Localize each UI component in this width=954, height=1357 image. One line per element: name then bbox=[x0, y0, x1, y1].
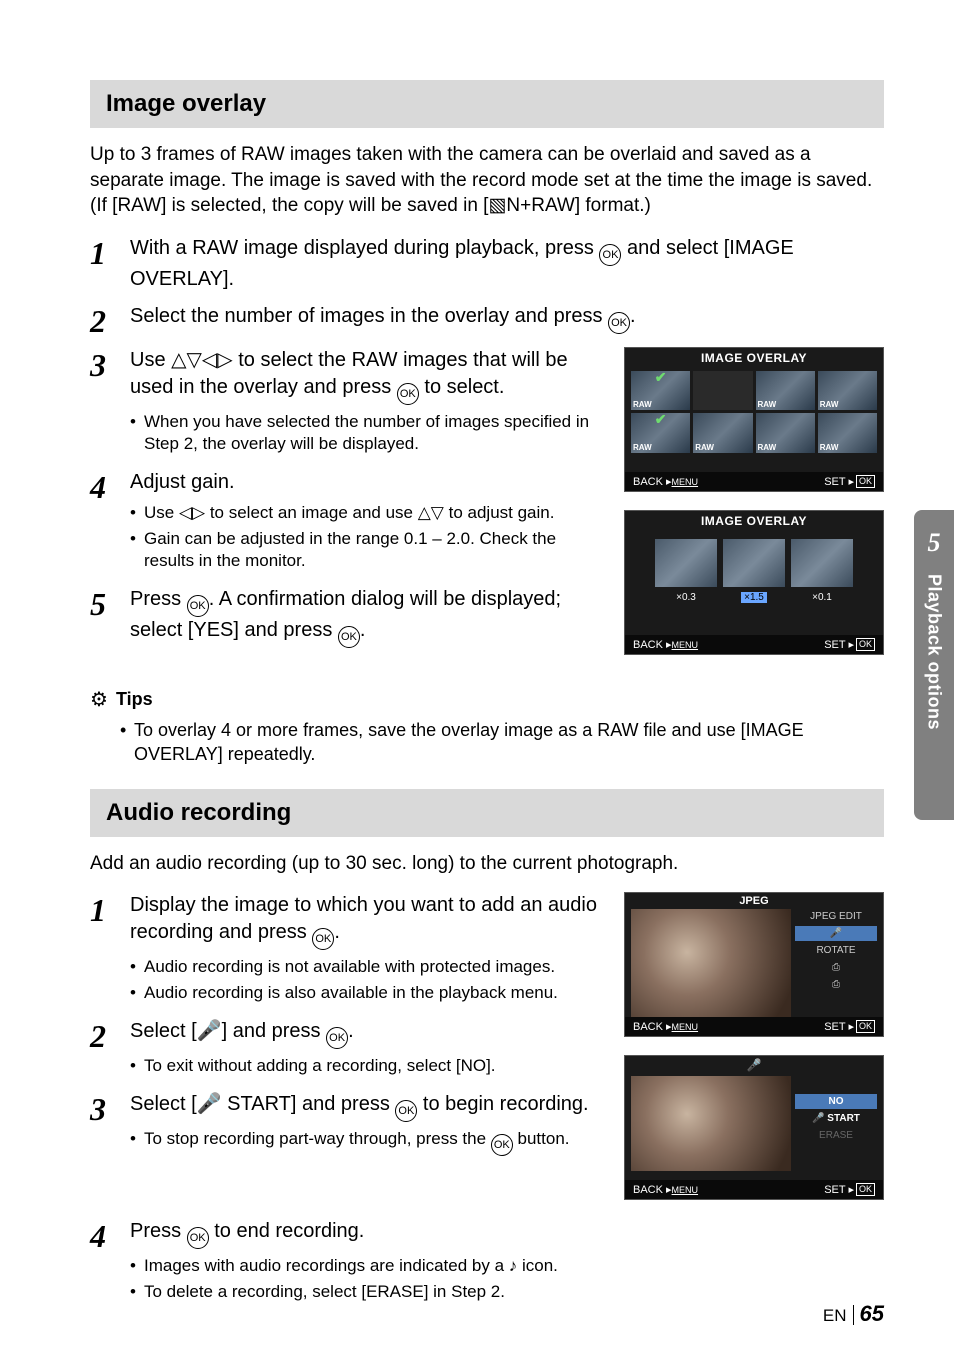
audio-step-2: Select [🎤] and press OK. To exit without… bbox=[130, 1018, 606, 1081]
chapter-number: 5 bbox=[928, 528, 941, 558]
thumbnail: ✔RAW bbox=[631, 413, 690, 453]
ok-icon: OK bbox=[608, 312, 630, 334]
menu-item: 🎤 START bbox=[795, 1111, 877, 1126]
ok-icon: OK bbox=[491, 1134, 513, 1156]
menu-item: ⎙ bbox=[795, 960, 877, 975]
step-3-sub: When you have selected the number of ima… bbox=[130, 411, 606, 455]
chapter-tab: 5 Playback options bbox=[914, 510, 954, 820]
step-number: 1 bbox=[90, 237, 130, 269]
step-2-text: Select the number of images in the overl… bbox=[130, 303, 884, 334]
ok-icon: OK bbox=[187, 1227, 209, 1249]
tips-item: To overlay 4 or more frames, save the ov… bbox=[120, 718, 884, 767]
section-heading-overlay: Image overlay bbox=[90, 80, 884, 128]
audio-step4-sub2: To delete a recording, select [ERASE] in… bbox=[130, 1281, 884, 1303]
lcd-back: BACK ▸MENU bbox=[633, 1020, 698, 1033]
lcd-set: SET ▸OK bbox=[824, 475, 875, 488]
step-number: 1 bbox=[90, 894, 130, 926]
chapter-title: Playback options bbox=[924, 574, 945, 730]
menu-item: ⎙ bbox=[795, 977, 877, 992]
thumbnail: RAW bbox=[693, 413, 752, 453]
step-1-text: With a RAW image displayed during playba… bbox=[130, 235, 884, 293]
ok-icon: OK bbox=[326, 1027, 348, 1049]
ok-icon: OK bbox=[338, 626, 360, 648]
thumbnail: ✔RAW bbox=[631, 371, 690, 411]
section-heading-audio: Audio recording bbox=[90, 789, 884, 837]
lcd-set: SET ▸OK bbox=[824, 638, 875, 651]
audio-step1-sub2: Audio recording is also available in the… bbox=[130, 982, 606, 1004]
step-4-text: Adjust gain. Use ◁▷ to select an image a… bbox=[130, 469, 606, 576]
step-number: 4 bbox=[90, 1220, 130, 1252]
page-footer: EN65 bbox=[823, 1301, 884, 1327]
step-4-sub1: Use ◁▷ to select an image and use △▽ to … bbox=[130, 502, 606, 524]
step-4-sub2: Gain can be adjusted in the range 0.1 – … bbox=[130, 528, 606, 572]
mic-icon: 🎤 bbox=[625, 1056, 883, 1074]
ok-icon: OK bbox=[395, 1100, 417, 1122]
tips-icon: ⚙ bbox=[90, 687, 108, 712]
audio-step1-sub1: Audio recording is not available with pr… bbox=[130, 956, 606, 978]
step-3-text: Use △▽◁▷ to select the RAW images that w… bbox=[130, 347, 606, 459]
lcd-photo bbox=[631, 1076, 791, 1171]
thumbnail: RAW bbox=[818, 413, 877, 453]
lcd-screen-jpeg-menu: JPEG JPEG EDIT 🎤 ROTATE ⎙ ⎙ BACK ▸MENU S… bbox=[624, 892, 884, 1037]
ok-icon: OK bbox=[312, 928, 334, 950]
step-number: 3 bbox=[90, 1093, 130, 1125]
lcd-back: BACK ▸MENU bbox=[633, 475, 698, 488]
audio-step-1: Display the image to which you want to a… bbox=[130, 892, 606, 1008]
thumbnail: RAW bbox=[818, 371, 877, 411]
lcd-back: BACK ▸MENU bbox=[633, 638, 698, 651]
menu-item-disabled: ERASE bbox=[795, 1128, 877, 1143]
tips-label: Tips bbox=[116, 689, 153, 710]
lcd-screen-audio-menu: 🎤 NO 🎤 START ERASE BACK ▸MENU SET ▸OK bbox=[624, 1055, 884, 1200]
step-number: 2 bbox=[90, 305, 130, 337]
lcd-set: SET ▸OK bbox=[824, 1183, 875, 1196]
audio-intro: Add an audio recording (up to 30 sec. lo… bbox=[90, 851, 884, 877]
step-number: 3 bbox=[90, 349, 130, 381]
lcd-screen-gain: IMAGE OVERLAY ×0.3 ×1.5 ×0.1 BACK ▸MENU … bbox=[624, 510, 884, 655]
gain-value-selected: ×1.5 bbox=[741, 592, 767, 603]
menu-item: ROTATE bbox=[795, 943, 877, 958]
lcd-screen-overlay-select: IMAGE OVERLAY ✔RAW RAW RAW ✔RAW RAW RAW … bbox=[624, 347, 884, 492]
gain-value: ×0.3 bbox=[673, 592, 699, 603]
step-number: 2 bbox=[90, 1020, 130, 1052]
ok-icon: OK bbox=[397, 383, 419, 405]
step-5-text: Press OK. A confirmation dialog will be … bbox=[130, 586, 606, 648]
audio-step-3: Select [🎤 START] and press OK to begin r… bbox=[130, 1091, 606, 1160]
audio-step-4: Press OK to end recording. Images with a… bbox=[130, 1218, 884, 1307]
overlay-intro: Up to 3 frames of RAW images taken with … bbox=[90, 142, 884, 219]
thumbnail bbox=[693, 371, 752, 411]
menu-item: JPEG EDIT bbox=[795, 909, 877, 924]
step-number: 4 bbox=[90, 471, 130, 503]
audio-step2-sub: To exit without adding a recording, sele… bbox=[130, 1055, 606, 1077]
thumbnail: RAW bbox=[756, 413, 815, 453]
step-number: 5 bbox=[90, 588, 130, 620]
menu-item-selected: 🎤 bbox=[795, 926, 877, 941]
ok-icon: OK bbox=[599, 244, 621, 266]
audio-step3-sub: To stop recording part-way through, pres… bbox=[130, 1128, 606, 1156]
lcd-set: SET ▸OK bbox=[824, 1020, 875, 1033]
ok-icon: OK bbox=[187, 595, 209, 617]
lcd-photo bbox=[631, 909, 791, 1017]
menu-item-selected: NO bbox=[795, 1094, 877, 1109]
thumbnail: RAW bbox=[756, 371, 815, 411]
audio-step4-sub1: Images with audio recordings are indicat… bbox=[130, 1255, 884, 1277]
gain-value: ×0.1 bbox=[809, 592, 835, 603]
lcd-back: BACK ▸MENU bbox=[633, 1183, 698, 1196]
